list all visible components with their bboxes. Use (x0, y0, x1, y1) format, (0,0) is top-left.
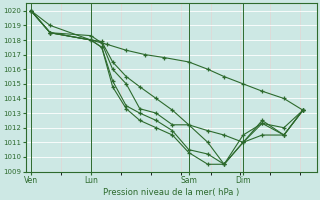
X-axis label: Pression niveau de la mer( hPa ): Pression niveau de la mer( hPa ) (103, 188, 239, 197)
